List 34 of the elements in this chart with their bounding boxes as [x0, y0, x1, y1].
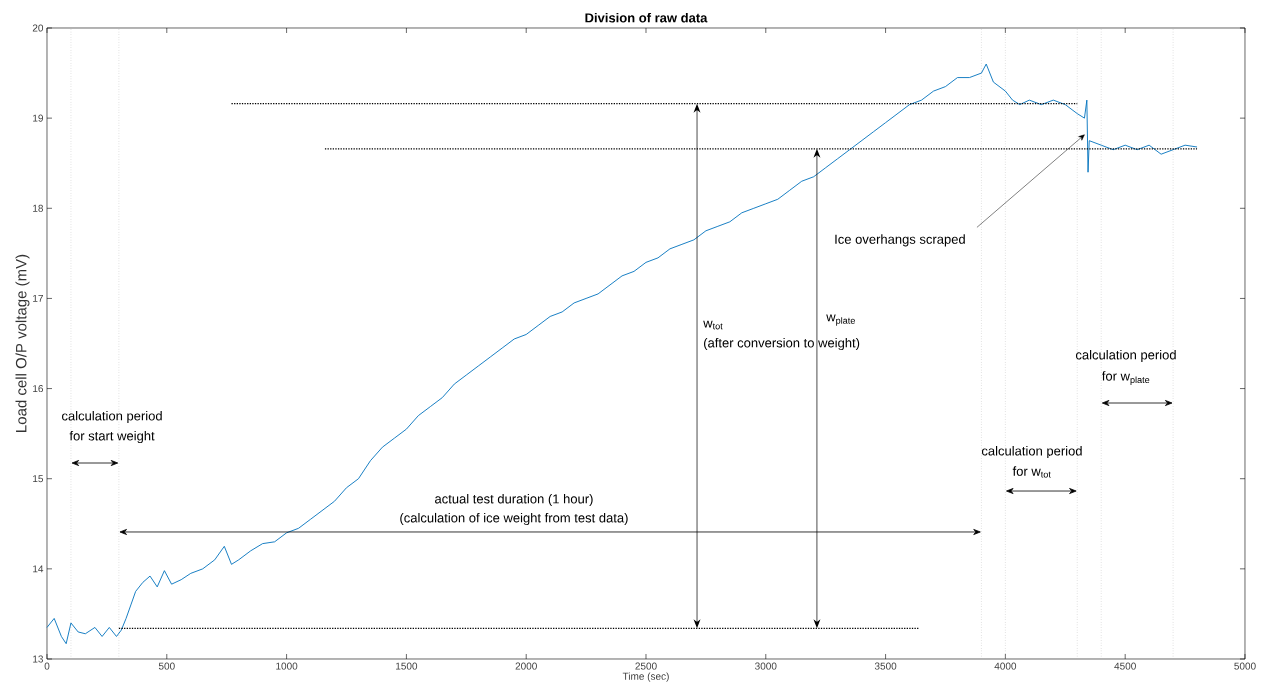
y-tick-label: 16	[33, 385, 44, 393]
annotation: (after conversion to weight)	[704, 337, 860, 351]
y-tick-label: 17	[33, 294, 43, 302]
annotation: actual test duration (1 hour)	[435, 493, 593, 507]
chart-title: Division of raw data	[585, 12, 708, 23]
y-tick-label: 14	[33, 565, 44, 573]
annotation: for w$_{tot}$	[1012, 466, 1051, 478]
y-tick-label: 13	[33, 655, 44, 663]
x-tick-label: 500	[158, 662, 175, 670]
y-tick-label: 20	[32, 24, 44, 32]
x-tick-label: 4000	[994, 662, 1017, 670]
annotation: calculation period	[981, 445, 1082, 459]
x-tick-label: 4500	[1114, 662, 1136, 670]
x-tick-label: 2000	[515, 662, 537, 670]
annotation: (calculation of ice weight from test data)	[400, 512, 628, 526]
y-tick-label: 15	[33, 475, 44, 483]
annotation: w$_{tot}$	[703, 320, 723, 330]
y-tick-label: 18	[33, 204, 44, 212]
x-axis-title: Time (sec)	[622, 672, 669, 682]
annotation: calculation period	[62, 410, 162, 424]
annotation: for start weight	[69, 430, 155, 444]
annotation: w$_{plate}$	[826, 314, 855, 326]
annotation: Ice overhangs scraped	[835, 234, 965, 247]
x-tick-label: 0	[44, 662, 50, 670]
x-tick-label: 3500	[874, 662, 897, 670]
annotation: calculation period	[1075, 349, 1176, 363]
annotation: for w$_{plate}$	[1102, 371, 1150, 385]
x-tick-label: 3000	[755, 662, 777, 670]
y-axis-title: Load cell O/P voltage (mV)	[15, 254, 30, 432]
x-tick-label: 1500	[396, 662, 418, 670]
x-tick-label: 1000	[276, 662, 298, 670]
x-tick-label: 2500	[635, 662, 657, 670]
x-tick-label: 5000	[1234, 662, 1256, 670]
y-tick-label: 19	[33, 114, 43, 122]
